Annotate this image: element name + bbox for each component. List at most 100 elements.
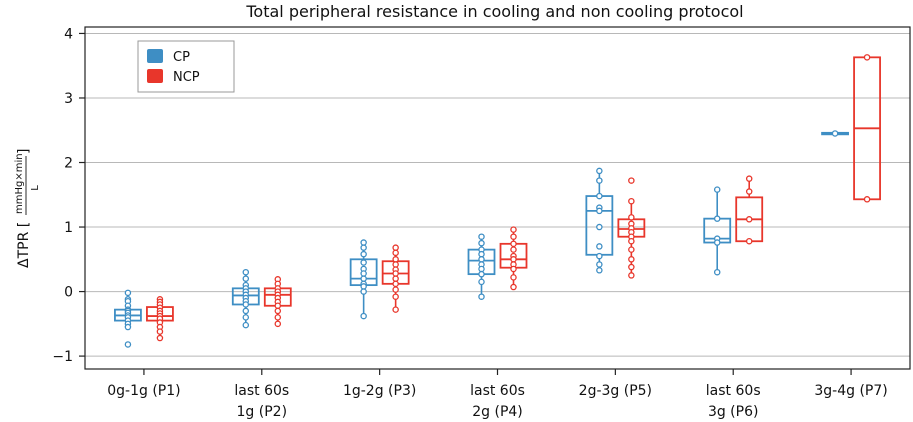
box-groups	[114, 54, 881, 348]
data-point	[596, 223, 603, 231]
data-point	[478, 265, 485, 273]
data-point	[242, 307, 250, 315]
data-point	[392, 270, 399, 277]
data-point	[596, 192, 603, 200]
data-point	[745, 216, 753, 223]
x-category-label: 3g (P6)	[708, 404, 759, 420]
data-point	[628, 197, 635, 205]
data-point	[360, 250, 367, 258]
data-point	[628, 246, 635, 253]
data-point	[124, 323, 132, 331]
x-category-label: 2g (P4)	[472, 404, 523, 420]
data-point	[124, 341, 132, 348]
box-ncp-2	[263, 276, 292, 328]
data-point	[360, 283, 367, 290]
data-point	[360, 288, 367, 295]
data-point	[510, 256, 517, 263]
data-point	[510, 233, 517, 240]
data-point	[596, 177, 603, 184]
data-point	[596, 207, 603, 215]
data-point	[596, 243, 603, 250]
data-point	[596, 267, 603, 274]
data-point	[360, 244, 367, 251]
data-point	[863, 196, 871, 203]
data-point	[628, 214, 635, 221]
y-axis-label-denominator: L	[30, 185, 41, 191]
data-point	[831, 130, 839, 137]
y-axis-label-suffix: ]	[16, 149, 32, 154]
data-point	[392, 275, 399, 282]
data-point	[478, 250, 485, 258]
data-point	[360, 275, 367, 282]
y-tick-label: 0	[64, 285, 73, 301]
data-point	[274, 307, 282, 315]
data-point	[360, 239, 367, 246]
y-axis-label-numerator: mmHg×min	[14, 153, 25, 214]
data-point	[274, 314, 282, 321]
data-point	[124, 289, 132, 297]
data-point	[478, 278, 485, 286]
y-axis: −1 0 1 2 3 4	[52, 26, 85, 365]
data-point	[392, 286, 399, 293]
data-point	[360, 270, 367, 277]
y-tick-label: 2	[64, 156, 73, 172]
data-point	[510, 240, 517, 248]
data-point	[242, 268, 250, 276]
data-point	[628, 272, 635, 279]
legend-swatch-ncp	[147, 69, 163, 83]
y-tick-label: 1	[64, 220, 73, 236]
data-point	[745, 188, 753, 195]
data-point	[745, 175, 753, 182]
data-point	[392, 306, 399, 313]
data-point	[713, 268, 721, 276]
data-point	[156, 328, 164, 335]
data-point	[863, 54, 871, 61]
data-point	[713, 239, 721, 246]
legend: CP NCP	[137, 40, 235, 93]
legend-swatch-cp	[147, 49, 163, 63]
data-point	[596, 261, 603, 268]
data-point	[478, 233, 485, 240]
x-axis: 0g-1g (P1) last 60s 1g (P2) 1g-2g (P3) last …	[107, 369, 888, 420]
data-point	[242, 275, 250, 282]
y-axis-label-prefix: ΔTPR [	[16, 222, 32, 268]
data-point	[478, 293, 485, 300]
box-cp-4	[467, 233, 496, 300]
data-point	[628, 256, 635, 263]
grid-lines	[85, 32, 910, 357]
legend-label-ncp: NCP	[173, 70, 200, 85]
data-point	[242, 301, 250, 308]
data-point	[392, 261, 399, 268]
data-point	[596, 252, 603, 260]
data-point	[478, 270, 485, 278]
data-point	[392, 244, 399, 251]
x-category-label: 1g-2g (P3)	[343, 383, 416, 399]
data-point	[242, 314, 250, 321]
box-ncp-4	[499, 226, 528, 291]
data-point	[274, 302, 282, 310]
box-ncp-1	[146, 296, 174, 342]
data-point	[274, 320, 282, 328]
x-category-label: last 60s	[706, 383, 761, 399]
data-point	[628, 263, 635, 271]
x-category-label: 1g (P2)	[237, 404, 288, 420]
data-point	[510, 283, 517, 291]
y-axis-label: ΔTPR [ mmHg×min L ]	[14, 149, 41, 268]
data-point	[478, 256, 485, 263]
data-point	[392, 280, 399, 288]
data-point	[392, 249, 399, 257]
x-category-label: last 60s	[470, 383, 525, 399]
data-point	[510, 226, 517, 233]
chart-title: Total peripheral resistance in cooling a…	[245, 2, 743, 21]
box-cp-2	[231, 268, 260, 329]
legend-label-cp: CP	[173, 50, 190, 65]
data-point	[510, 265, 517, 273]
data-point	[713, 215, 721, 222]
box-ncp-6	[735, 175, 764, 245]
data-point	[510, 274, 517, 281]
y-tick-label: −1	[52, 349, 73, 365]
box-ncp-3	[381, 244, 410, 313]
box-ncp-7	[853, 54, 881, 203]
data-point	[360, 259, 367, 266]
